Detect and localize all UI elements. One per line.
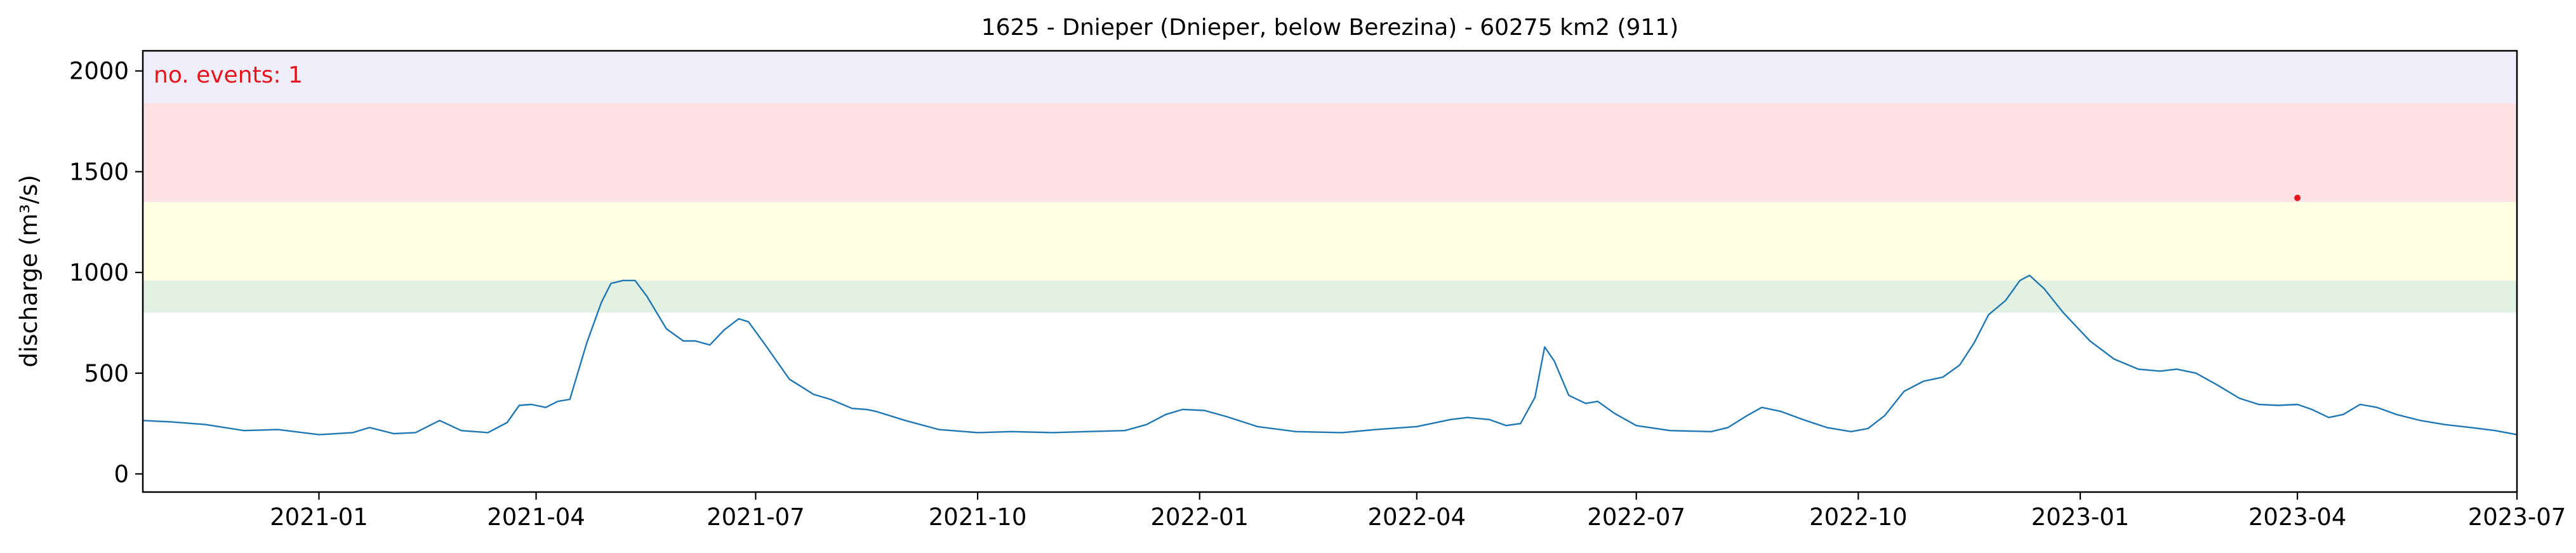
- y-axis: 0 500 1000 1500 2000: [69, 58, 143, 488]
- x-tick-label: 2023-04: [2248, 503, 2347, 531]
- x-tick-label: 2022-07: [1587, 503, 1685, 531]
- x-tick-label: 2021-04: [487, 503, 585, 531]
- threshold-bands: [143, 51, 2517, 313]
- x-tick-label: 2022-10: [1809, 503, 1908, 531]
- x-tick-label: 2022-04: [1368, 503, 1466, 531]
- chart-title: 1625 - Dnieper (Dnieper, below Berezina)…: [981, 15, 1679, 41]
- threshold-band-2: [143, 103, 2517, 203]
- threshold-band-3: [143, 51, 2517, 103]
- threshold-band-1: [143, 202, 2517, 281]
- y-tick-label: 1000: [69, 259, 129, 286]
- x-tick-label: 2022-01: [1150, 503, 1249, 531]
- plot-frame: [142, 50, 2518, 493]
- event-count-annotation: no. events: 1: [154, 62, 303, 88]
- x-tick-label: 2021-01: [270, 503, 368, 531]
- y-tick-label: 500: [84, 360, 129, 387]
- y-tick-label: 1500: [69, 158, 129, 185]
- y-tick-label: 0: [114, 460, 129, 488]
- y-tick-label: 2000: [69, 58, 129, 85]
- discharge-series-line: [142, 274, 2518, 436]
- series-layer: [142, 274, 2518, 436]
- x-tick-label: 2021-07: [707, 503, 805, 531]
- threshold-band-0: [143, 280, 2517, 313]
- x-axis: 2021-01 2021-04 2021-07 2021-10 2022-01 2022-…: [270, 492, 2566, 531]
- events-layer: [2294, 194, 2301, 201]
- x-tick-label: 2023-01: [2031, 503, 2130, 531]
- y-axis-label: discharge (m³/s): [15, 175, 43, 368]
- x-tick-label: 2021-10: [929, 503, 1027, 531]
- event-marker: [2294, 194, 2301, 201]
- x-tick-label: 2023-07: [2468, 503, 2566, 531]
